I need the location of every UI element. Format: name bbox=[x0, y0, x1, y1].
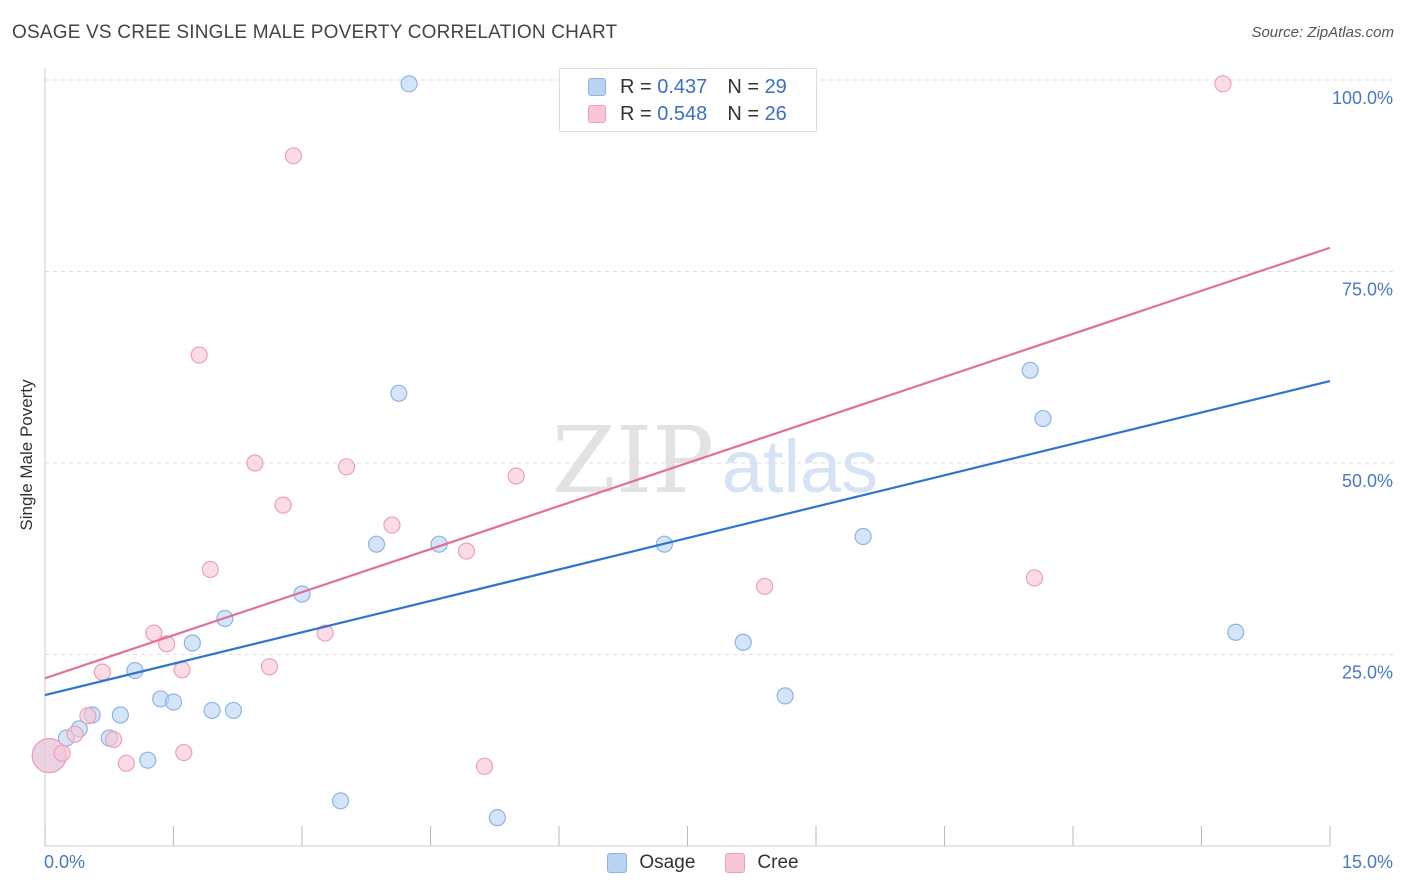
legend-r-label: R = bbox=[620, 102, 652, 125]
bottom-legend-cree: Cree bbox=[725, 852, 799, 874]
legend-n-label: N = bbox=[727, 102, 759, 125]
point-cree bbox=[175, 743, 193, 762]
legend-row-osage: R = 0.437 N = 29 bbox=[588, 75, 787, 99]
y-tick-label: 50.0% bbox=[1342, 471, 1393, 491]
y-tick-label: 100.0% bbox=[1332, 88, 1393, 108]
point-osage bbox=[734, 633, 752, 651]
point-osage bbox=[367, 535, 386, 553]
legend-r-value-osage: 0.437 bbox=[657, 75, 708, 98]
legend-n-label: N = bbox=[727, 75, 759, 98]
point-cree bbox=[507, 467, 525, 485]
legend-n-value-osage: 29 bbox=[764, 75, 787, 98]
watermark-zip: ZIP bbox=[552, 407, 714, 514]
point-osage bbox=[203, 701, 221, 720]
bottom-legend-swatch-osage bbox=[607, 853, 628, 873]
point-osage bbox=[331, 792, 350, 810]
point-osage bbox=[224, 701, 243, 720]
point-cree bbox=[79, 707, 97, 725]
point-cree bbox=[1025, 569, 1044, 587]
watermark-atlas: atlas bbox=[722, 425, 878, 508]
point-osage bbox=[164, 693, 183, 711]
point-cree bbox=[53, 744, 71, 762]
bottom-legend-label-osage: Osage bbox=[639, 852, 696, 873]
y-tick-label: 75.0% bbox=[1342, 280, 1393, 300]
trend-layer bbox=[44, 246, 1331, 697]
bottom-legend-label-cree: Cree bbox=[757, 852, 799, 873]
legend: R = 0.437 N = 29 R = 0.548 N = 26 bbox=[559, 68, 817, 132]
point-cree bbox=[755, 577, 774, 595]
point-osage bbox=[400, 75, 418, 93]
point-cree bbox=[201, 560, 219, 579]
bottom-legend-swatch-cree bbox=[725, 853, 746, 873]
point-cree bbox=[316, 624, 334, 642]
point-cree bbox=[93, 663, 111, 681]
point-cree bbox=[337, 458, 356, 476]
point-osage bbox=[1021, 361, 1039, 379]
point-osage bbox=[488, 809, 506, 827]
point-cree bbox=[383, 516, 401, 534]
point-osage bbox=[1227, 623, 1245, 641]
point-cree bbox=[246, 454, 264, 472]
point-cree bbox=[173, 661, 191, 679]
point-osage bbox=[126, 661, 144, 680]
point-cree bbox=[274, 496, 292, 514]
point-cree bbox=[66, 725, 84, 743]
point-osage bbox=[776, 687, 794, 705]
point-cree bbox=[104, 730, 123, 749]
trend-line-osage bbox=[44, 379, 1331, 697]
point-cree bbox=[475, 757, 494, 775]
point-osage bbox=[139, 751, 157, 769]
legend-r-label: R = bbox=[620, 75, 652, 98]
point-cree bbox=[145, 624, 163, 642]
y-axis-label: Single Male Poverty bbox=[17, 379, 36, 531]
point-osage bbox=[854, 527, 872, 546]
point-osage bbox=[111, 706, 129, 724]
point-osage bbox=[390, 384, 408, 402]
source-label: Source: ZipAtlas.com bbox=[1251, 24, 1394, 41]
point-osage bbox=[183, 634, 201, 652]
point-cree bbox=[457, 542, 476, 560]
legend-n-value-cree: 26 bbox=[764, 102, 787, 125]
y-tick-label: 25.0% bbox=[1342, 663, 1393, 683]
y-tick-labels: 25.0% 50.0% 75.0% 100.0% bbox=[1332, 88, 1393, 683]
points-layer bbox=[31, 75, 1245, 827]
bottom-legend: Osage Cree bbox=[0, 852, 1406, 874]
trend-line-cree bbox=[44, 246, 1331, 680]
point-cree bbox=[260, 658, 279, 676]
legend-swatch-osage bbox=[588, 78, 606, 96]
grid-layer bbox=[45, 79, 1395, 655]
bottom-legend-osage: Osage bbox=[607, 852, 695, 874]
axis-layer bbox=[44, 68, 1331, 847]
x-tick-label-min: 0.0% bbox=[44, 852, 86, 872]
point-cree bbox=[117, 754, 135, 772]
point-cree bbox=[1214, 75, 1232, 93]
legend-swatch-cree bbox=[588, 105, 606, 123]
legend-r-value-cree: 0.548 bbox=[657, 102, 708, 125]
legend-row-cree: R = 0.548 N = 26 bbox=[588, 102, 787, 126]
point-osage bbox=[1034, 409, 1052, 428]
point-cree bbox=[190, 346, 208, 364]
watermark: ZIP atlas bbox=[552, 407, 878, 514]
x-tick-label-max: 15.0% bbox=[1341, 852, 1393, 872]
point-cree bbox=[284, 147, 303, 165]
chart-title: OSAGE VS CREE SINGLE MALE POVERTY CORREL… bbox=[12, 22, 618, 43]
